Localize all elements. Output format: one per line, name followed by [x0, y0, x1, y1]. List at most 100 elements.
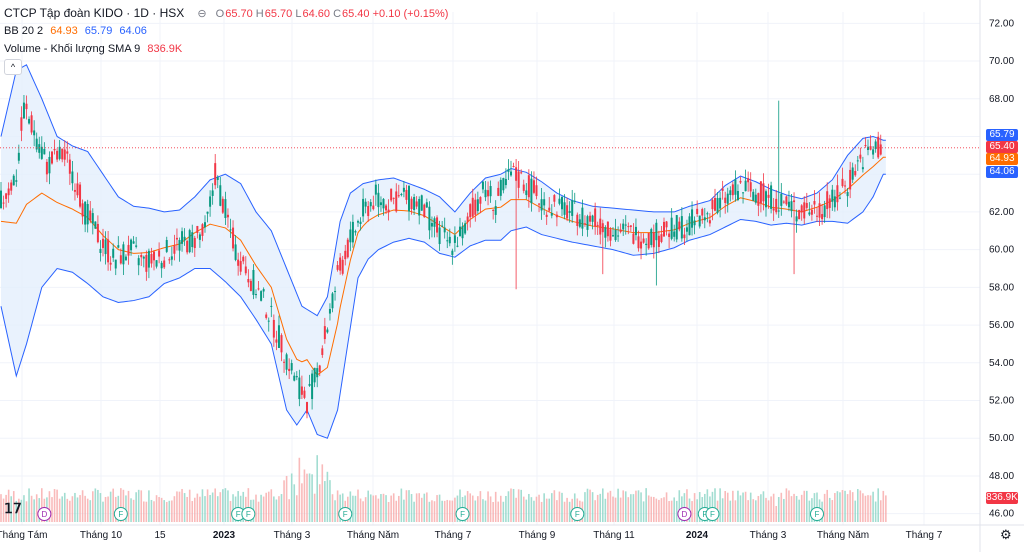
- volume-bar: [349, 491, 352, 522]
- volume-bar: [53, 489, 56, 522]
- candle-body: [112, 248, 115, 258]
- volume-bar: [265, 492, 267, 522]
- candle-body: [520, 172, 523, 174]
- candle-body: [543, 199, 546, 206]
- x-tick-label: Tháng 3: [750, 530, 787, 541]
- volume-bar: [836, 491, 839, 522]
- volume-bar: [471, 495, 474, 522]
- volume-bar: [426, 492, 428, 522]
- candle-body: [736, 190, 739, 201]
- volume-bar: [808, 500, 811, 522]
- volume-bar: [719, 488, 721, 522]
- collapse-legend-button[interactable]: ^: [4, 59, 22, 75]
- volume-bar: [739, 495, 742, 522]
- candle-body: [701, 209, 704, 216]
- y-tick-label: 72.00: [989, 18, 1014, 29]
- candle-body: [73, 189, 76, 192]
- gear-icon[interactable]: ⚙: [1000, 527, 1012, 542]
- volume-bar: [867, 495, 869, 522]
- volume-bar: [257, 501, 260, 522]
- volume-bar: [637, 490, 640, 522]
- x-tick-label: Tháng 9: [519, 530, 556, 541]
- volume-bar: [851, 492, 854, 522]
- candle-body: [767, 194, 770, 198]
- volume-bar: [372, 495, 375, 522]
- candle-body: [247, 279, 250, 283]
- earnings-event-icon: [705, 507, 720, 521]
- x-tick-label: 15: [154, 530, 166, 541]
- symbol-title[interactable]: CTCP Tập đoàn KIDO · 1D · HSX: [4, 6, 185, 20]
- candle-body: [775, 198, 778, 213]
- candle-body: [759, 181, 762, 204]
- x-tick-label: Tháng Tám: [0, 530, 47, 541]
- candle-body: [561, 196, 563, 210]
- volume-bar: [219, 492, 222, 522]
- volume-bar: [158, 497, 160, 522]
- volume-bar: [81, 490, 84, 522]
- candle-body: [216, 177, 219, 181]
- volume-bar: [382, 493, 385, 522]
- volume-bar: [48, 491, 51, 522]
- volume-bar: [23, 495, 25, 522]
- candle-body: [357, 221, 359, 223]
- candle-body: [861, 167, 864, 170]
- volume-bar: [137, 489, 140, 522]
- volume-bar: [678, 490, 681, 522]
- volume-bar: [99, 493, 102, 522]
- candle-body: [109, 262, 112, 265]
- volume-bar: [670, 500, 673, 522]
- volume-bar: [178, 491, 181, 522]
- candle-body: [334, 291, 337, 293]
- volume-bar: [51, 497, 53, 522]
- y-tick-label: 56.00: [989, 320, 1014, 331]
- candle-body: [420, 195, 423, 211]
- candle-body: [290, 363, 293, 371]
- volume-bar: [729, 500, 732, 522]
- volume-bar: [535, 496, 538, 522]
- candle-body: [331, 293, 334, 309]
- candle-body: [655, 222, 658, 241]
- volume-legend[interactable]: Volume - Khối lượng SMA 9 836.9K: [4, 43, 182, 55]
- volume-bar: [793, 493, 795, 522]
- candle-body: [604, 227, 607, 238]
- candle-body: [716, 198, 719, 213]
- volume-bar: [293, 484, 296, 522]
- volume-bar: [7, 489, 10, 522]
- volume-bar: [275, 499, 278, 522]
- earnings-event-icon: [338, 507, 353, 521]
- candle-body: [145, 254, 148, 272]
- ohlc-open: O65.70: [215, 8, 253, 20]
- volume-bar: [352, 495, 354, 522]
- volume-bar: [795, 495, 798, 522]
- candle-body: [499, 179, 502, 196]
- candle-body: [61, 148, 64, 160]
- volume-bar: [408, 490, 410, 522]
- tradingview-logo-icon[interactable]: 𝟣𝟩: [4, 500, 22, 516]
- volume-bar: [10, 496, 12, 522]
- volume-bar: [104, 496, 107, 522]
- volume-bar: [721, 498, 724, 522]
- candle-body: [571, 200, 574, 216]
- volume-bar: [650, 496, 653, 522]
- volume-bar: [385, 495, 387, 522]
- bb-legend[interactable]: BB 20 2 64.93 65.79 64.06: [4, 25, 147, 37]
- candle-body: [344, 250, 347, 260]
- volume-bar: [313, 493, 316, 522]
- volume-bar: [726, 492, 729, 522]
- candle-body: [619, 229, 622, 232]
- volume-bar: [607, 492, 609, 522]
- candle-body: [823, 205, 826, 218]
- candle-body: [28, 118, 31, 124]
- volume-bar: [642, 501, 645, 522]
- candle-body: [731, 184, 734, 196]
- candle-body: [589, 215, 592, 222]
- volume-bar: [433, 501, 436, 522]
- volume-bar: [653, 496, 655, 522]
- candle-body: [102, 238, 104, 248]
- volume-bar: [744, 491, 747, 522]
- x-tick-label: Tháng 11: [593, 530, 635, 541]
- candle-body: [53, 148, 56, 151]
- candle-body: [795, 216, 798, 222]
- earnings-event-icon: [810, 507, 824, 521]
